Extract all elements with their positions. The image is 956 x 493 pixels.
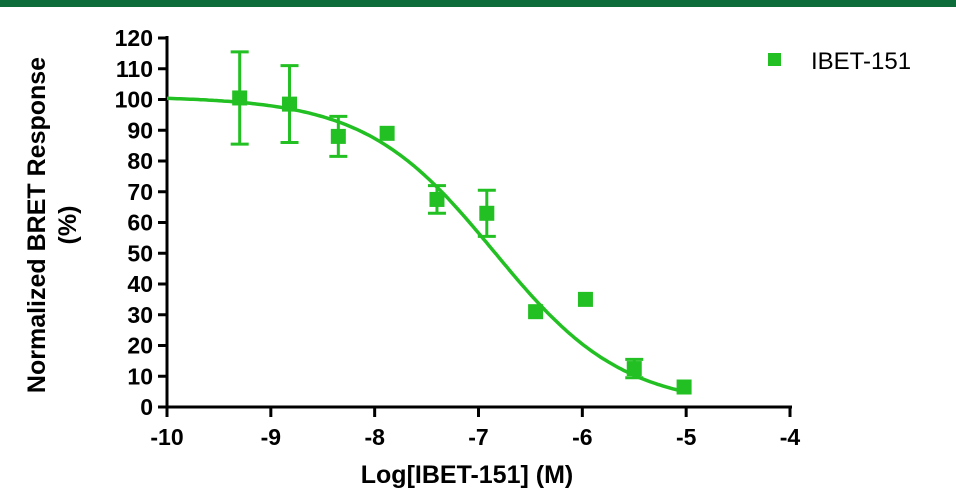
y-tick-label: 10 [127, 363, 153, 389]
y-tick-label: 70 [127, 179, 153, 205]
x-tick-label: -8 [364, 424, 385, 450]
x-tick-label: -4 [780, 424, 801, 450]
data-point [626, 361, 642, 377]
legend-label: IBET-151 [811, 48, 911, 75]
x-tick-label: -7 [468, 424, 488, 450]
legend: IBET-151 [768, 48, 911, 75]
data-point [577, 291, 593, 307]
y-tick-label: 0 [140, 394, 153, 420]
y-tick-label: 50 [127, 240, 153, 266]
y-tick-label: 20 [127, 333, 153, 359]
data-point [528, 304, 544, 320]
y-axis: 0 10 20 30 40 50 60 70 80 90 100 110 120 [115, 25, 169, 420]
data-point [330, 128, 346, 144]
x-tick-label: -9 [261, 424, 281, 450]
data-point [479, 205, 495, 221]
y-axis-title-unit: (%) [54, 206, 82, 245]
data-point [232, 90, 248, 106]
legend-marker [768, 53, 781, 66]
data-point [379, 125, 395, 141]
y-axis-title: Normalized BRET Response [23, 57, 51, 393]
y-tick-label: 40 [127, 271, 153, 297]
x-tick-label: -5 [676, 424, 697, 450]
data-point [282, 96, 298, 112]
x-tick-label: -6 [572, 424, 592, 450]
y-tick-label: 100 [115, 87, 153, 113]
top-banner [0, 0, 956, 7]
y-tick-label: 110 [116, 56, 153, 82]
plot-area [167, 50, 692, 395]
x-tick-label: -10 [150, 424, 183, 450]
y-tick-label: 30 [127, 302, 153, 328]
y-tick-label: 80 [127, 148, 153, 174]
x-axis-title: Log[IBET-151] (M) [361, 461, 574, 489]
y-tick-label: 60 [127, 210, 153, 236]
x-axis: -10 -9 -8 -7 -6 -5 -4 [150, 405, 801, 450]
fit-curve [167, 96, 687, 394]
data-point [429, 191, 445, 207]
y-tick-label: 120 [115, 25, 153, 51]
y-tick-label: 90 [127, 117, 153, 143]
data-point [676, 379, 692, 395]
